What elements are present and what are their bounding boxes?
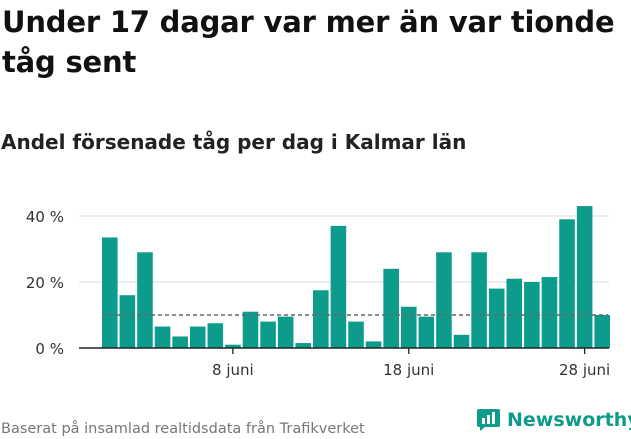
bar (242, 311, 259, 348)
x-tick-label: 8 juni (212, 361, 254, 379)
bar (172, 336, 188, 348)
brand-name: Newsworthy (507, 408, 631, 431)
bar (207, 323, 224, 348)
brand-logo[interactable]: Newsworthy (476, 407, 631, 432)
bar (313, 290, 329, 348)
y-tick-label: 20 % (26, 274, 64, 292)
bar (471, 252, 487, 348)
source-note: Baserat på insamlad realtidsdata från Tr… (1, 421, 365, 437)
bar (189, 326, 206, 348)
bar (260, 321, 276, 348)
chart-title: Under 17 dagar var mer än var tionde tåg… (2, 5, 615, 79)
bar (559, 219, 575, 348)
bar (330, 225, 347, 348)
x-tick-label: 18 juni (383, 361, 434, 379)
bar (348, 321, 364, 348)
bars (102, 206, 610, 348)
bar (488, 288, 505, 348)
bar (295, 343, 312, 348)
bar (102, 237, 118, 348)
x-axis: 8 juni 18 juni 28 juni (79, 347, 610, 379)
y-axis: 0 % 20 % 40 % (26, 208, 64, 358)
bar (365, 341, 382, 348)
bar (400, 306, 417, 348)
y-tick-label: 0 % (35, 340, 64, 358)
bar (119, 295, 136, 348)
bar (225, 344, 241, 348)
y-tick-label: 40 % (26, 208, 64, 226)
bar (383, 268, 399, 348)
bar (506, 278, 523, 348)
chart-subtitle: Andel försenade tåg per dag i Kalmar län (1, 130, 467, 154)
bar (154, 326, 171, 348)
bar (418, 316, 435, 348)
x-tick-label: 28 juni (559, 361, 610, 379)
bar (594, 315, 610, 348)
newsworthy-logo-icon (477, 409, 500, 431)
bar (137, 252, 153, 348)
bar (277, 316, 294, 348)
bar-chart: 0 % 20 % 40 % 8 juni 18 juni 28 juni (26, 206, 610, 379)
bar (453, 334, 470, 348)
bar (576, 206, 593, 348)
bar (541, 277, 558, 348)
bar (436, 252, 452, 348)
